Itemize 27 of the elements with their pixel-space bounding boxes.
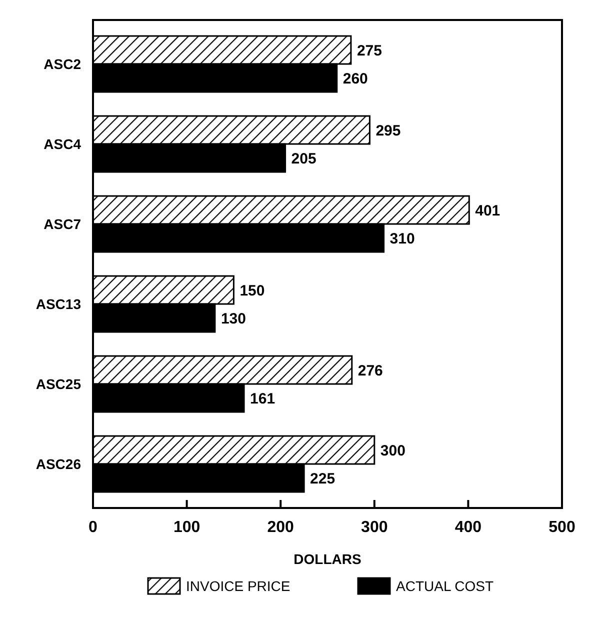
data-label: 276 bbox=[358, 362, 383, 380]
y-tick-label: ASC4 bbox=[44, 136, 82, 152]
data-label: 260 bbox=[342, 70, 368, 88]
data-label: 300 bbox=[380, 442, 406, 460]
data-label: 205 bbox=[291, 150, 316, 168]
data-label: 130 bbox=[220, 310, 246, 328]
x-tick-label: 0 bbox=[88, 519, 98, 536]
x-tick-label: 300 bbox=[361, 519, 388, 536]
x-axis-title: DOLLARS bbox=[294, 551, 362, 567]
y-tick-label: ASC13 bbox=[36, 296, 82, 312]
data-label: 310 bbox=[390, 230, 415, 248]
x-tick-label: 100 bbox=[173, 519, 200, 536]
x-tick-label: 500 bbox=[548, 519, 576, 536]
y-tick-label: ASC26 bbox=[36, 456, 82, 472]
y-tick-label: ASC7 bbox=[44, 216, 82, 232]
data-label: 275 bbox=[356, 42, 382, 60]
y-tick-label: ASC25 bbox=[36, 376, 82, 392]
x-tick-label: 400 bbox=[454, 519, 482, 536]
legend-label: INVOICE PRICE bbox=[186, 578, 290, 594]
data-label: 401 bbox=[475, 202, 500, 220]
data-label: 295 bbox=[376, 122, 401, 140]
data-label: 225 bbox=[310, 470, 336, 488]
legend-label: ACTUAL COST bbox=[396, 578, 494, 594]
x-tick-label: 200 bbox=[267, 519, 294, 536]
data-label: 150 bbox=[240, 282, 265, 300]
data-label: 161 bbox=[250, 390, 276, 408]
y-tick-label: ASC2 bbox=[44, 56, 82, 72]
